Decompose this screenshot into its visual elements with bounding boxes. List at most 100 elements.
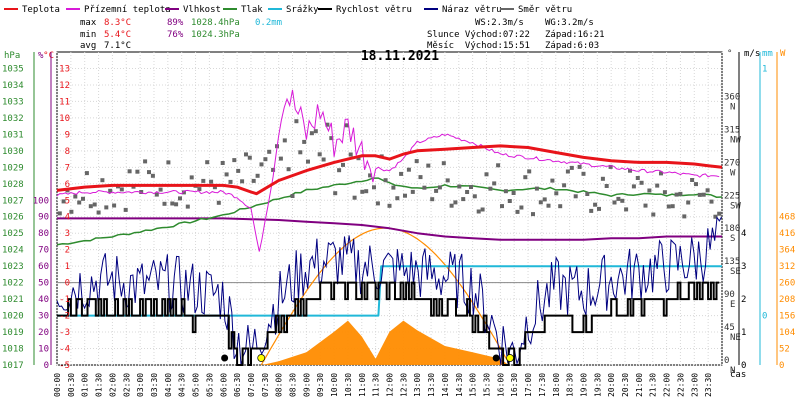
axis-tick-time: 04:30 [178,373,187,397]
axis-tick-time: 05:00 [192,373,201,397]
axis-tick-temperature: 0 [65,279,70,289]
stat-min-press: 1024.3hPa [191,30,240,40]
series-wind-direction-point [88,204,93,209]
series-wind-direction-point [624,207,629,212]
series-wind-direction-point [174,202,179,207]
series-wind-direction-point [422,185,427,190]
series-wind-direction-point [158,187,163,192]
axes-layer: hPa% °C1017101810191020102110221023102410… [2,49,795,397]
axis-tick-temperature: 8 [65,147,70,157]
series-wind-direction-point [77,200,82,205]
stat-avg-label: avg [80,41,96,51]
series-wind-direction-point [507,199,512,203]
series-wind-direction-point [511,191,516,195]
axis-tick-direction: 0 [724,356,729,366]
legend-label: Tlak [241,5,263,15]
axis-tick-time: 10:00 [330,373,339,397]
series-wind-direction-point [612,200,617,205]
series-wind-direction-point [562,183,567,188]
series-wind-direction-point [480,207,485,212]
axis-tick-pressure: 1027 [2,196,24,206]
axis-tick-time: 18:00 [552,373,561,397]
axis-tick-solar: 104 [779,328,795,338]
series-wind-direction-point [628,168,632,173]
sun-set-marker [506,354,514,362]
axis-tick-time: 00:30 [67,373,76,397]
axis-tick-time: 10:30 [344,373,353,397]
axis-tick-time: 12:30 [399,373,408,397]
legend-label: Rychlost větru [336,5,412,15]
series-wind-direction-point [278,156,283,161]
series-wind-direction-point [437,185,442,190]
axis-tick-direction: 315 [724,125,740,135]
axis-tick-temperature: 12 [59,81,70,91]
series-wind-direction-point [666,204,671,209]
series-wind-direction-point [209,179,214,184]
axis-tick-time: 05:30 [205,373,214,397]
axis-tick-time: 09:30 [316,373,325,397]
series-wind-direction-point [434,188,439,193]
axis-tick-pressure: 1024 [2,246,24,256]
series-wind-direction-point [244,152,248,157]
series-wind-direction-point [534,186,539,191]
axis-tick-pressure: 1026 [2,213,24,223]
axis-tick-humidity: 70 [38,246,49,256]
series-wind-direction-point [593,202,598,207]
stat-min-label: min [80,30,96,40]
series-wind-direction-point [232,158,237,163]
axis-tick-time: 20:30 [621,373,630,397]
axis-tick-solar: 52 [779,345,790,355]
axis-tick-temperature: 9 [65,130,70,140]
axis-tick-humidity: 10 [38,345,49,355]
series-wind-direction-point [608,164,613,169]
series-wind-direction-point [317,152,322,157]
series-wind-direction-point [418,175,423,180]
axis-unit-hpa: hPa [4,51,20,61]
series-wind-direction-point [651,212,656,217]
series-pressure [56,177,723,246]
axis-tick-solar: 416 [779,229,795,239]
axis-tick-direction: 45 [724,323,735,333]
series-wind-direction-point [139,190,144,194]
series-wind-direction-point [620,198,625,203]
axis-tick-direction-label: N [730,102,735,112]
axis-tick-humidity: 40 [38,295,49,305]
series-wind-direction-point [267,149,272,154]
series-wind-direction-point [147,170,151,175]
axis-tick-time: 13:00 [413,373,422,397]
axis-tick-temperature: 4 [65,213,70,223]
axis-tick-humidity: 60 [38,262,49,272]
series-wind-direction-point [166,160,171,165]
series-wind-direction-point [500,204,504,209]
series-wind-direction-point [150,173,155,178]
series-wind-direction-point [662,190,667,195]
series-wind-direction-point [212,185,217,190]
axis-tick-pressure: 1032 [2,114,24,124]
series-wind-direction-point [569,165,574,170]
legend: Teplota Přízemní teplota Vlhkost Tlak Srážky… [4,5,572,15]
series-wind-direction-point [705,188,710,193]
axis-tick-time: 12:00 [386,373,395,397]
series-wind-direction-point [356,156,361,161]
axis-tick-wind: 3 [741,262,746,272]
series-wind-direction-point [178,196,182,201]
series-wind-direction-point [550,178,555,183]
series-wind-direction-point [410,189,415,194]
series-wind-direction-point [240,179,245,184]
series-wind-direction-point [251,178,256,183]
axis-tick-pressure: 1021 [2,295,24,305]
axis-tick-direction: 90 [724,290,735,300]
series-wind-direction-point [631,184,636,189]
series-wind-direction-point [383,178,388,183]
series-wind-direction-point [414,159,419,164]
series-wind-direction-point [337,168,342,173]
series-wind-direction-point [573,194,578,199]
series-wind-direction-point [119,187,124,192]
series-wind-direction-point [306,159,310,164]
axis-tick-time: 14:30 [455,373,464,397]
axis-unit-time: čas [730,369,746,380]
series-wind-direction-point [189,175,194,180]
info-moon-rise: Měsíc Východ:15:51 [427,41,530,51]
series-wind-direction-point [84,171,89,176]
axis-tick-time: 01:30 [95,373,104,397]
